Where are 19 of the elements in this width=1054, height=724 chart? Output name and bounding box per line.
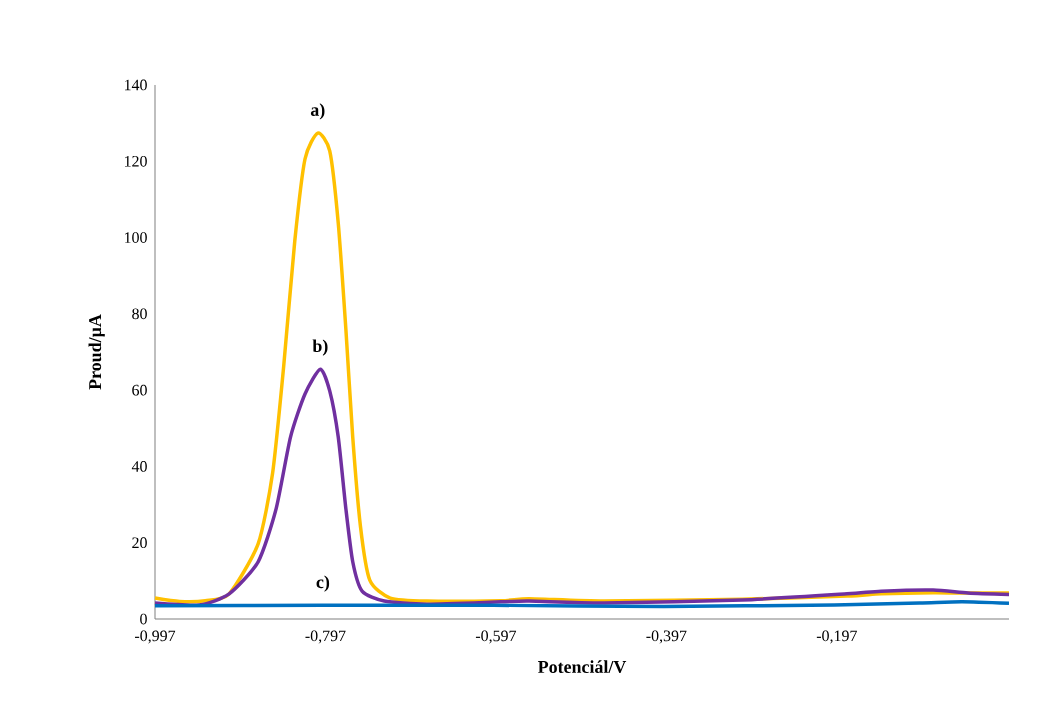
- y-tick-label: 0: [140, 613, 147, 625]
- y-tick-label: 20: [132, 537, 147, 549]
- y-axis-title: Proud/µA: [88, 314, 105, 390]
- y-tick-label: 120: [124, 155, 147, 167]
- x-tick-label: -0,997: [135, 630, 176, 644]
- series-label: b): [312, 339, 328, 356]
- y-tick-label: 80: [132, 308, 147, 320]
- x-axis-title: Potenciál/V: [537, 660, 627, 674]
- x-tick-label: -0,397: [646, 630, 687, 644]
- y-tick-label: 100: [124, 232, 147, 243]
- line-series: [153, 367, 1011, 607]
- x-tick-label: -0,797: [305, 630, 346, 644]
- y-tick-label: 140: [124, 79, 147, 91]
- x-tick-label: -0,597: [475, 630, 517, 644]
- x-tick-label: -0,197: [816, 630, 857, 644]
- series-label: a): [310, 103, 325, 120]
- y-tick-label: 40: [131, 461, 147, 472]
- series-label: c): [316, 575, 330, 592]
- y-tick-label: 60: [132, 384, 147, 396]
